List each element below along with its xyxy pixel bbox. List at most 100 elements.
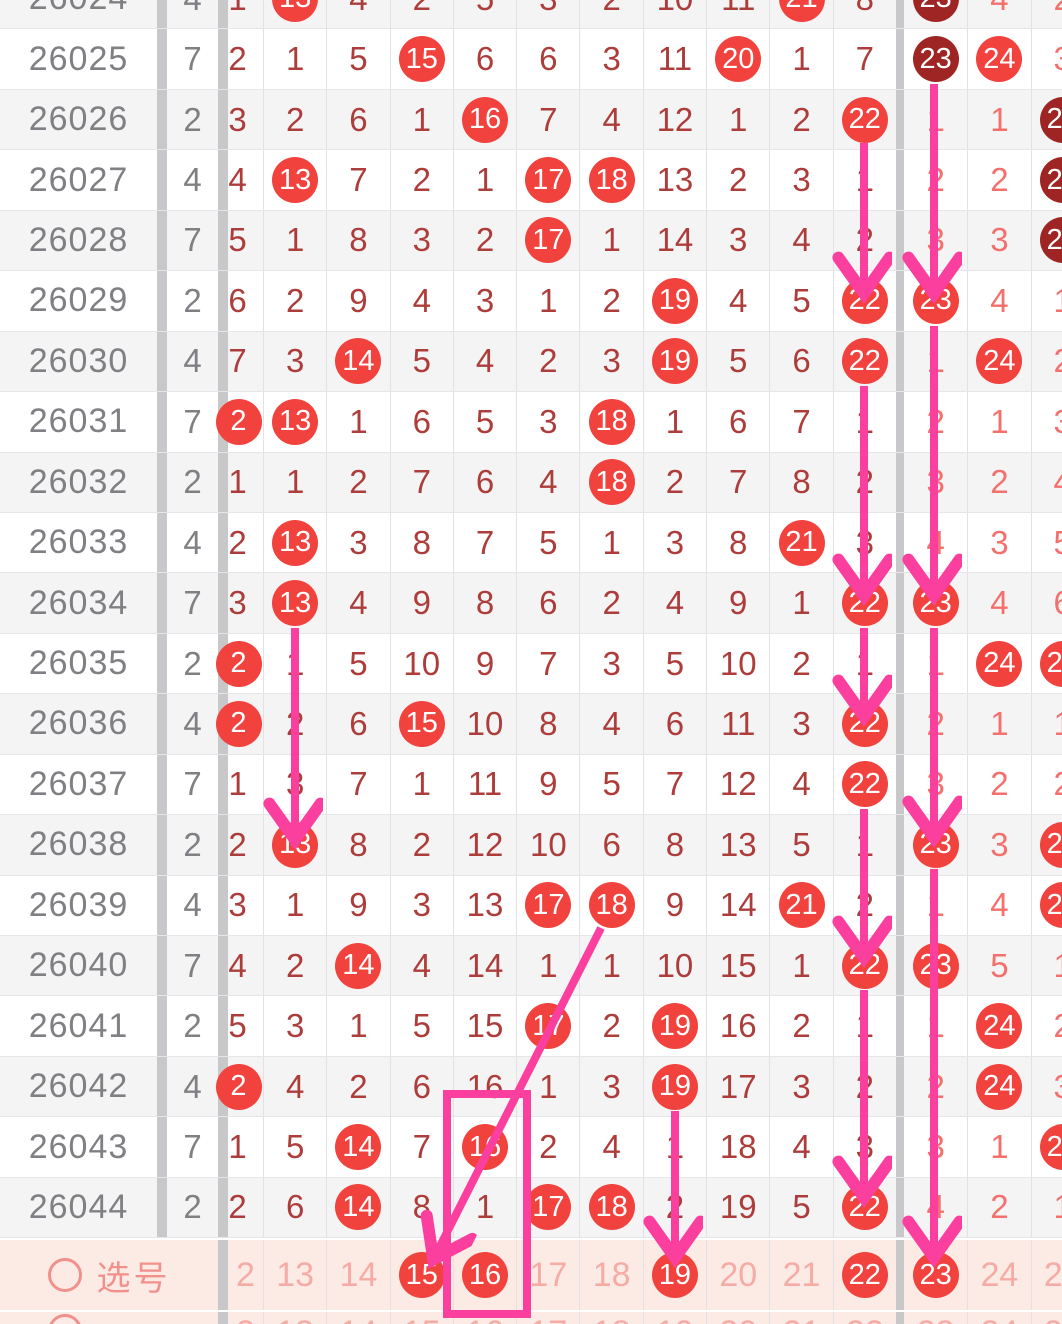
pick-number-cell[interactable]: 22 <box>832 1312 896 1324</box>
miss-count-cell: 14 <box>706 875 769 935</box>
miss-count-cell: 1 <box>516 1056 579 1117</box>
miss-count-cell: 3 <box>769 150 832 210</box>
miss-count-cell: 1 <box>516 271 579 331</box>
miss-count-cell: 1 <box>579 512 642 573</box>
zone-divider <box>218 0 228 29</box>
pick-number-cell[interactable]: 15 <box>389 1312 453 1324</box>
number-value: 3 <box>602 1067 621 1105</box>
number-value: 1 <box>926 644 945 682</box>
miss-count-cell: 3 <box>832 1117 896 1177</box>
miss-count-cell: 1 <box>389 754 453 815</box>
number-value: 11 <box>721 0 755 18</box>
number-value: 8 <box>412 523 431 561</box>
pick-row-label[interactable]: 选号 <box>0 1312 218 1324</box>
pick-number-cell[interactable]: 14 <box>326 1312 389 1324</box>
pick-number-cell[interactable]: 17 <box>516 1240 579 1311</box>
miss-count-cell: 2 <box>452 210 516 271</box>
pick-number-cell[interactable]: 24 <box>967 1312 1030 1324</box>
number-value: 5 <box>602 765 621 803</box>
number-value: 15 <box>398 700 445 747</box>
period-number: 26034 <box>28 583 129 622</box>
pick-number-cell[interactable]: 14 <box>326 1240 389 1311</box>
radio-circle-icon[interactable] <box>47 1258 82 1293</box>
number-value: 13 <box>272 519 319 566</box>
miss-count-cell: 2 <box>1030 754 1062 815</box>
number-value: 3 <box>665 523 685 561</box>
zone-divider <box>895 512 904 573</box>
number-value: 19 <box>651 338 698 385</box>
number-value: 1 <box>285 40 305 78</box>
miss-count-cell: 3 <box>904 1117 967 1176</box>
miss-count-cell: 3 <box>516 392 579 452</box>
pick-row-label[interactable]: 选号 <box>0 1240 218 1310</box>
miss-count-cell: 1 <box>579 210 642 271</box>
pick-number-cell[interactable]: 25 <box>1030 1312 1062 1324</box>
miss-count-cell: 7 <box>706 452 769 512</box>
pick-number-cell[interactable]: 13 <box>263 1240 326 1311</box>
number-value: 2 <box>1054 1007 1062 1045</box>
miss-count-cell: 6 <box>642 694 706 754</box>
miss-count-cell: 2 <box>228 1178 263 1237</box>
miss-count-cell: 1 <box>228 0 263 28</box>
number-value: 3 <box>855 1128 874 1166</box>
miss-count-cell: 7 <box>326 150 389 210</box>
pick-number-cell[interactable]: 20 <box>706 1240 769 1311</box>
trend-row: 2603172131653181671213 <box>0 392 1062 453</box>
number-value: 3 <box>926 221 945 259</box>
miss-count-cell: 3 <box>326 512 389 573</box>
pick-number-cell[interactable]: 13 <box>263 1312 326 1324</box>
pick-number-selected[interactable]: 16 <box>452 1240 516 1311</box>
zone-divider <box>157 512 167 573</box>
number-value: 17 <box>529 1255 568 1294</box>
pick-number-cell[interactable]: 20 <box>706 1312 769 1324</box>
number-value: 2 <box>1054 342 1062 380</box>
number-value: 23 <box>917 1314 955 1324</box>
pick-row: 选号 2 13 14 15 16 17 18 19 20 21 22 23 24 25 <box>0 1238 1062 1311</box>
pick-number-cell[interactable]: 2 <box>228 1312 263 1324</box>
pick-number-selected[interactable]: 22 <box>832 1240 896 1311</box>
pick-number-selected[interactable]: 23 <box>904 1240 967 1310</box>
number-value: 7 <box>539 100 558 138</box>
pick-number-cell[interactable]: 25 <box>1030 1240 1062 1311</box>
pick-number-selected[interactable]: 19 <box>642 1240 706 1311</box>
miss-count-cell: 9 <box>452 633 516 694</box>
number-value: 1 <box>1054 1188 1062 1226</box>
drawn-number-cell: 13 <box>263 0 326 29</box>
pick-number-cell[interactable]: 19 <box>642 1312 706 1324</box>
drawn-number-cell: 14 <box>326 1177 389 1238</box>
pick-number-cell[interactable]: 24 <box>967 1240 1030 1311</box>
miss-count-cell: 1 <box>263 210 326 271</box>
radio-circle-icon[interactable] <box>47 1314 82 1324</box>
pick-number-cell[interactable]: 21 <box>769 1312 832 1324</box>
drawn-number-cell: 21 <box>769 512 832 573</box>
drawn-number-cell: 13 <box>263 392 326 452</box>
number-value: 7 <box>349 161 368 199</box>
pick-number-cell[interactable]: 16 <box>452 1312 516 1324</box>
miss-count-cell: 5 <box>228 996 263 1055</box>
trend-row: 26038221382121068135123325 <box>0 815 1062 876</box>
zone-divider <box>157 1117 167 1177</box>
number-value: 17 <box>525 1184 572 1231</box>
number-value: 19 <box>651 1063 698 1110</box>
number-value: 2 <box>349 1067 368 1105</box>
miss-count-cell: 3 <box>904 453 967 512</box>
period-number: 26040 <box>28 946 129 985</box>
number-value: 1 <box>349 1007 368 1045</box>
miss-count-cell: 2 <box>579 271 642 331</box>
pick-number-cell[interactable]: 17 <box>516 1312 579 1324</box>
miss-count-cell: 4 <box>642 573 706 633</box>
miss-count-cell: 13 <box>642 150 706 210</box>
pick-number-cell[interactable]: 23 <box>904 1312 967 1324</box>
miss-count-cell: 1 <box>832 633 896 694</box>
pick-number-cell[interactable]: 2 <box>228 1240 263 1310</box>
zone-divider <box>218 210 228 271</box>
number-value: 3 <box>1054 1068 1062 1106</box>
pick-number-selected[interactable]: 15 <box>389 1240 453 1311</box>
weekday-cell: 4 <box>167 0 218 28</box>
pick-number-cell[interactable]: 18 <box>579 1240 642 1311</box>
pick-number-cell[interactable]: 21 <box>769 1240 832 1311</box>
number-value: 10 <box>719 644 757 682</box>
number-value: 25 <box>1039 1124 1062 1171</box>
pick-number-cell[interactable]: 18 <box>579 1312 642 1324</box>
drawn-number-cell: 23 <box>904 0 967 28</box>
